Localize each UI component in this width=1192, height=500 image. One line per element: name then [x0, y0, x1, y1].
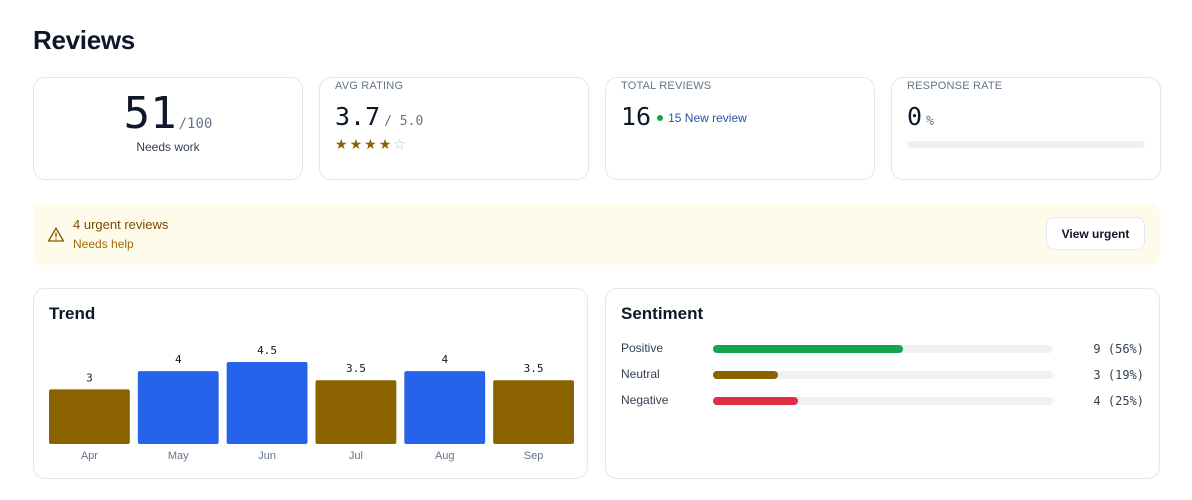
sentiment-panel: Sentiment Positive 9 (56%) Neutral 3 (19%) N… [605, 288, 1160, 479]
response-rate-value: 0 [907, 102, 923, 131]
score-display: 51/100 [34, 88, 302, 139]
avg-rating-card: AVG RATING 3.7/ 5.0 ★★★★☆ [319, 77, 589, 180]
avg-rating-scale: / 5.0 [384, 114, 424, 129]
star-empty-icon: ☆ [393, 136, 408, 152]
sentiment-label: Positive [621, 341, 664, 355]
trend-title: Trend [49, 304, 96, 323]
trend-bar-jun [226, 362, 308, 444]
trend-value-label: 3.5 [346, 362, 366, 375]
total-reviews-label: TOTAL REVIEWS [621, 80, 712, 92]
score-status: Needs work [136, 140, 200, 154]
sentiment-bar-track [713, 397, 1053, 405]
trend-value-label: 3.5 [524, 362, 544, 375]
star-filled-icon: ★ [335, 136, 350, 152]
trend-bar-apr [49, 389, 130, 444]
trend-category-label: Jun [258, 450, 276, 462]
sentiment-bar-track [713, 345, 1053, 353]
new-review-badge: 15 New review [657, 111, 747, 125]
avg-rating-display: 3.7/ 5.0 [335, 102, 423, 131]
trend-bar-may [137, 371, 219, 444]
trend-bar-sep [493, 380, 574, 444]
warning-triangle-icon [47, 227, 65, 242]
trend-bar-aug [404, 371, 486, 444]
sentiment-bar-track [713, 371, 1053, 379]
star-filled-icon: ★ [364, 136, 379, 152]
score-card: 51/100 Needs work [33, 77, 303, 180]
sentiment-row-neutral: Neutral 3 (19%) [621, 367, 1144, 383]
sentiment-count: 9 (56%) [1093, 342, 1144, 356]
new-review-text: 15 New review [668, 111, 747, 125]
trend-category-label: May [168, 450, 189, 462]
sentiment-row-negative: Negative 4 (25%) [621, 393, 1144, 409]
sentiment-label: Neutral [621, 367, 660, 381]
score-value: 51 [123, 88, 177, 139]
response-rate-display: 0% [907, 102, 934, 131]
star-filled-icon: ★ [349, 136, 365, 152]
trend-category-label: Sep [524, 450, 544, 462]
avg-rating-label: AVG RATING [335, 80, 404, 92]
response-rate-unit: % [926, 114, 934, 129]
trend-bar-jul [315, 380, 397, 444]
trend-chart: 3 Apr 4 May 4.5 Jun 3.5 Jul 4 Aug 3.5 Sep [49, 344, 574, 462]
trend-value-label: 3 [86, 371, 93, 384]
new-dot-icon [657, 115, 664, 121]
score-max: /100 [178, 116, 213, 132]
trend-value-label: 4 [175, 353, 182, 366]
total-reviews-card: TOTAL REVIEWS 16 15 New review [605, 77, 875, 180]
sentiment-row-positive: Positive 9 (56%) [621, 341, 1144, 357]
trend-panel: Trend 3 Apr 4 May 4.5 Jun 3.5 Jul 4 Aug 3.5 Sep [33, 288, 588, 479]
response-rate-label: RESPONSE RATE [907, 80, 1003, 92]
sentiment-label: Negative [621, 393, 669, 407]
total-reviews-value: 16 [621, 102, 652, 131]
page-title: Reviews [33, 25, 135, 55]
response-rate-progress [907, 141, 1145, 148]
trend-value-label: 4.5 [257, 344, 277, 357]
sentiment-count: 3 (19%) [1093, 368, 1144, 382]
view-urgent-button[interactable]: View urgent [1046, 217, 1145, 250]
trend-category-label: Jul [349, 450, 363, 462]
sentiment-bar-fill [713, 397, 798, 405]
alert-subtitle: Needs help [73, 237, 134, 251]
response-rate-card: RESPONSE RATE 0% [891, 77, 1161, 180]
total-reviews-display: 16 15 New review [621, 102, 747, 131]
star-rating: ★★★★☆ [335, 136, 408, 153]
sentiment-title: Sentiment [621, 304, 704, 323]
sentiment-bar-fill [713, 371, 778, 379]
sentiment-count: 4 (25%) [1093, 394, 1144, 408]
trend-category-label: Apr [81, 450, 98, 462]
trend-category-label: Aug [435, 450, 455, 462]
alert-title: 4 urgent reviews [73, 217, 169, 232]
star-filled-icon: ★ [378, 136, 394, 152]
urgent-alert: 4 urgent reviews Needs help View urgent [33, 204, 1160, 265]
trend-value-label: 4 [441, 353, 448, 366]
sentiment-bar-fill [713, 345, 904, 353]
avg-rating-value: 3.7 [335, 102, 381, 131]
